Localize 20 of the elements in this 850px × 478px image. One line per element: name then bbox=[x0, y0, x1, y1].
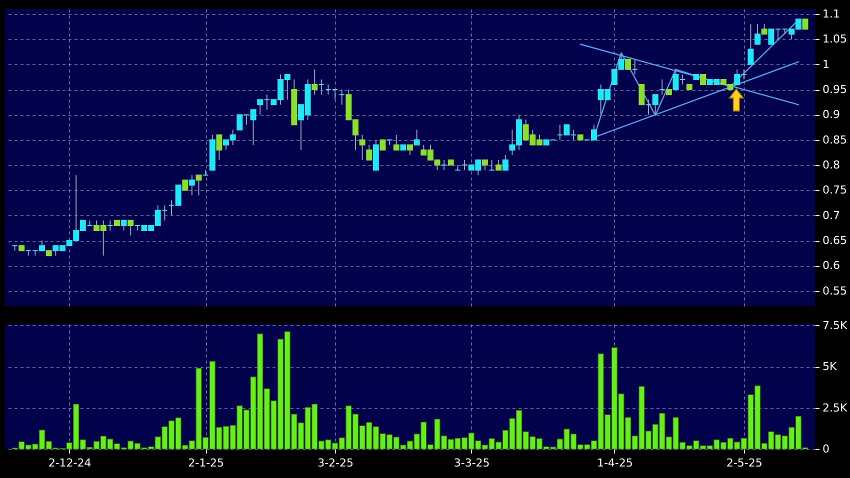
y-tick-label: 1.1 bbox=[822, 8, 840, 21]
x-tick-label: 3-3-25 bbox=[454, 456, 490, 470]
y-tick-label: 0.95 bbox=[822, 83, 847, 96]
y-tick-label: 1.05 bbox=[822, 32, 847, 46]
y-tick-label: 0.8 bbox=[822, 158, 840, 172]
y-tick-label: 0.65 bbox=[822, 234, 847, 248]
y-tick-label: 5K bbox=[822, 360, 838, 374]
y-tick-label: 0.6 bbox=[822, 259, 840, 272]
y-tick-label: 0.7 bbox=[822, 208, 840, 222]
x-tick-label: 2-12-24 bbox=[48, 456, 92, 470]
x-tick-label: 3-2-25 bbox=[318, 456, 354, 470]
y-tick-label: 0 bbox=[822, 442, 830, 456]
y-tick-label: 0.55 bbox=[822, 284, 847, 298]
y-tick-label: 0.9 bbox=[822, 108, 840, 122]
y-tick-label: 0.85 bbox=[822, 133, 847, 146]
y-tick-label: 1 bbox=[822, 58, 830, 71]
x-tick-label: 2-5-25 bbox=[726, 456, 762, 470]
x-tick-label: 2-1-25 bbox=[188, 456, 224, 470]
y-tick-label: 0.75 bbox=[822, 184, 847, 197]
x-tick-label: 1-4-25 bbox=[596, 456, 633, 470]
